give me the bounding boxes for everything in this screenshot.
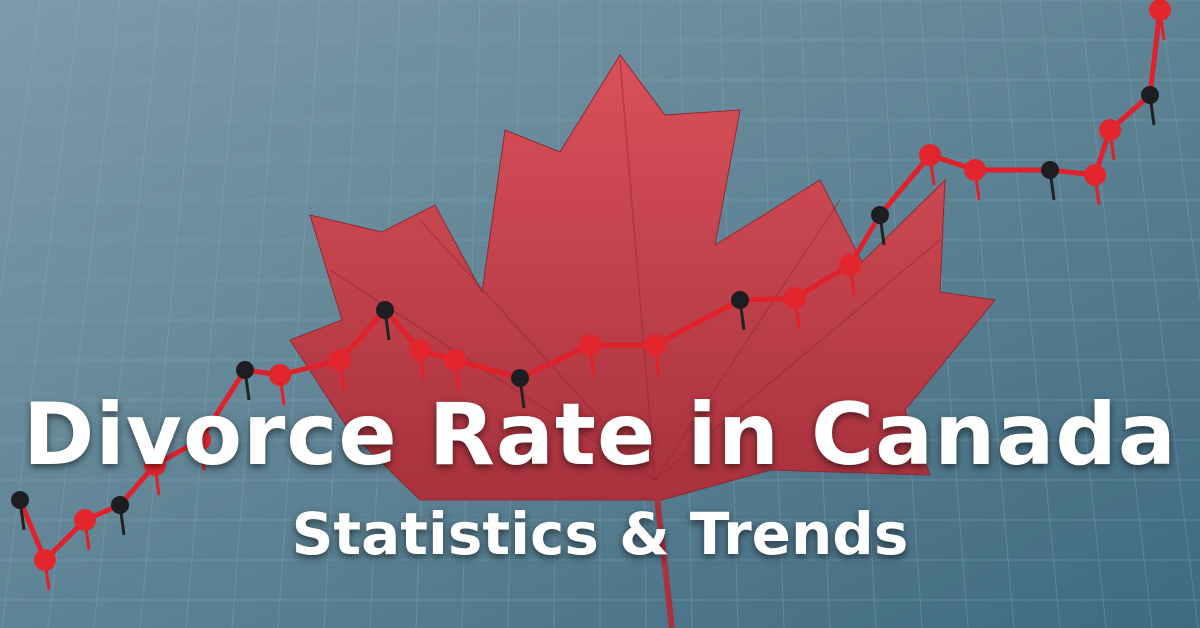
pin-head (189, 429, 211, 451)
pin-head (511, 369, 529, 387)
page-subtitle: Statistics & Trends (291, 500, 909, 568)
pin-head (34, 549, 56, 571)
pin-head (644, 334, 666, 356)
maple-leaf (289, 54, 996, 501)
pin-head (579, 334, 601, 356)
pin-head (1041, 161, 1059, 179)
pin-head (236, 361, 254, 379)
pin-head (144, 454, 166, 476)
pin-head (1149, 0, 1171, 21)
pin-head (376, 301, 394, 319)
pin-head (111, 496, 129, 514)
maple-leaf-stem (652, 479, 675, 628)
trend-pins (11, 0, 1171, 591)
page-title: Divorce Rate in Canada (23, 385, 1177, 485)
pin-head (409, 339, 431, 361)
pin-head (1141, 86, 1159, 104)
pin-head (1084, 164, 1106, 186)
pin-head (444, 349, 466, 371)
pin-head (919, 144, 941, 166)
pin-head (839, 254, 861, 276)
pin-head (74, 509, 96, 531)
pin-head (784, 287, 806, 309)
pin-head (269, 364, 291, 386)
pin-head (1099, 119, 1121, 141)
pin-head (731, 291, 749, 309)
pin-head (871, 206, 889, 224)
pin-head (964, 159, 986, 181)
pin-head (329, 349, 351, 371)
pin-head (11, 491, 29, 509)
